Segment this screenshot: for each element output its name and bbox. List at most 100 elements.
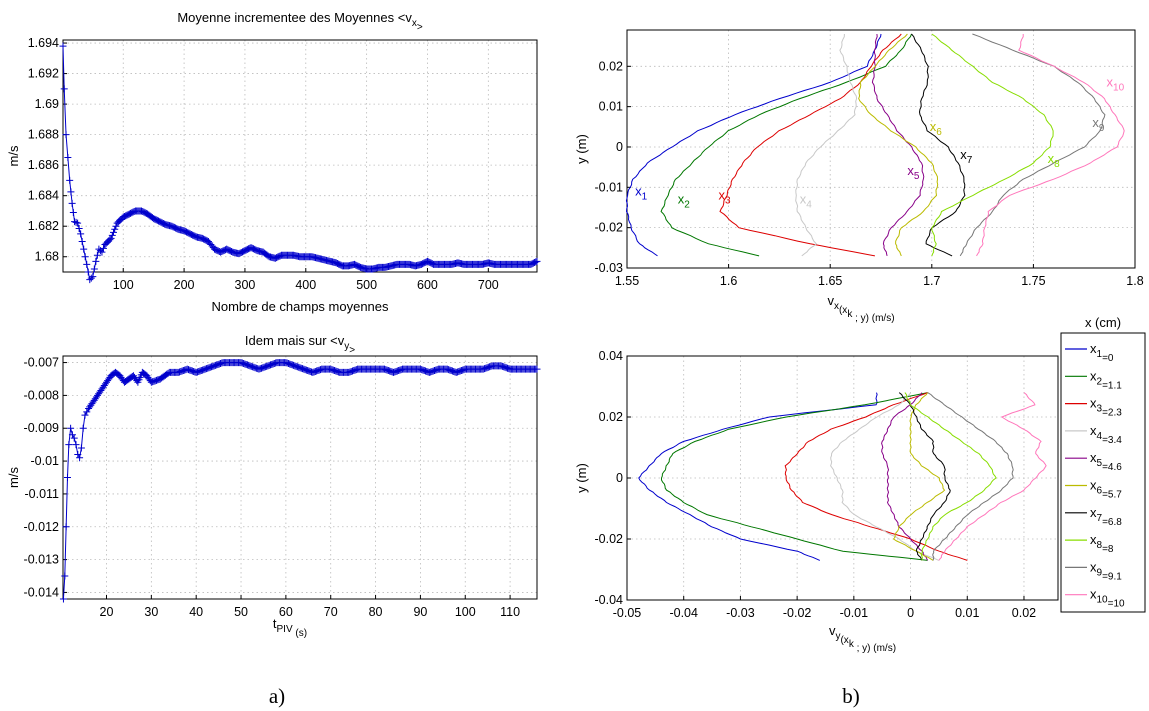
subscript: 8 bbox=[1054, 159, 1060, 170]
y-tick-label: -0.01 bbox=[31, 454, 60, 468]
x-tick-label: 100 bbox=[113, 278, 134, 292]
x-tick-label: 50 bbox=[234, 605, 248, 619]
text-part: v bbox=[827, 293, 834, 308]
x-tick-label: 300 bbox=[235, 278, 256, 292]
subscript: y bbox=[835, 631, 840, 642]
x-tick-label: 1.6 bbox=[720, 274, 737, 288]
plot-frame bbox=[62, 355, 538, 600]
text-part: Idem mais sur <v bbox=[245, 333, 345, 348]
curve-label-x3: x3 bbox=[718, 187, 731, 206]
x-tick-label: 400 bbox=[295, 278, 316, 292]
chart-title: Moyenne incrementee des Moyennes <vx> bbox=[177, 10, 423, 33]
x-tick-label: 110 bbox=[500, 605, 520, 619]
subscript: 1 bbox=[1097, 349, 1103, 360]
y-tick-label: -0.02 bbox=[595, 221, 624, 235]
y-tick-label: 1.694 bbox=[28, 36, 59, 50]
subscript: =1.1 bbox=[1102, 380, 1122, 391]
x-tick-label: 80 bbox=[369, 605, 383, 619]
legend-entry-label: x8=8 bbox=[1090, 532, 1114, 555]
profile-line-x1 bbox=[625, 33, 882, 257]
x-tick-label: 90 bbox=[413, 605, 427, 619]
subscript: 5 bbox=[1097, 458, 1103, 469]
subscript: (x bbox=[839, 305, 847, 316]
text-part: x bbox=[1090, 559, 1097, 574]
x-tick-label: 70 bbox=[324, 605, 338, 619]
curve-label-x5: x5 bbox=[907, 163, 920, 182]
subscript: PIV bbox=[277, 624, 293, 635]
x-tick-label: -0.05 bbox=[613, 606, 642, 620]
profile-line-1 bbox=[638, 392, 878, 561]
subscript: =0 bbox=[1102, 353, 1114, 364]
profile-line-8 bbox=[904, 392, 997, 561]
y-tick-label: -0.008 bbox=[24, 388, 59, 402]
subscript: 7 bbox=[967, 155, 973, 166]
x-tick-label: 0.01 bbox=[955, 606, 979, 620]
legend-entry-label: x5=4.6 bbox=[1090, 450, 1122, 473]
plot-area bbox=[63, 356, 537, 599]
plot-area bbox=[627, 356, 1058, 600]
profile-line-6 bbox=[892, 392, 946, 561]
x-tick-label: 0 bbox=[907, 606, 914, 620]
caption-b: b) bbox=[842, 684, 860, 708]
subscript: ; y) (m/s) bbox=[854, 643, 896, 654]
series-markers bbox=[59, 359, 541, 603]
x-tick-label: 200 bbox=[174, 278, 195, 292]
profile-line-x6 bbox=[858, 33, 939, 257]
y-axis-label: y (m) bbox=[574, 134, 589, 164]
subscript: 2 bbox=[1097, 376, 1103, 387]
y-tick-label: 0.01 bbox=[599, 100, 623, 114]
x-tick-label: 600 bbox=[417, 278, 438, 292]
profile-line-x10 bbox=[976, 34, 1125, 257]
text-part: x bbox=[1048, 151, 1055, 166]
x-axis-label: vy(xk ; y) (m/s) bbox=[829, 623, 896, 654]
x-tick-label: 100 bbox=[455, 605, 476, 619]
subscript: x bbox=[834, 301, 839, 312]
profile-line-x4 bbox=[795, 33, 858, 257]
y-tick-label: 1.686 bbox=[28, 158, 59, 172]
subscript: 1 bbox=[642, 191, 648, 202]
y-tick-label: 0.02 bbox=[599, 410, 623, 424]
subscript: 10 bbox=[1113, 82, 1125, 93]
text-part: x bbox=[1090, 478, 1097, 493]
legend-entry-label: x9=9.1 bbox=[1090, 559, 1122, 582]
subscript: =4.6 bbox=[1102, 462, 1122, 473]
legend-entry-label: x4=3.4 bbox=[1090, 423, 1122, 446]
subscript: =6.8 bbox=[1102, 517, 1122, 528]
profile-line-2 bbox=[661, 392, 928, 561]
text-part: x bbox=[718, 187, 725, 202]
plot-area bbox=[63, 40, 537, 272]
y-tick-label: -0.011 bbox=[24, 487, 59, 501]
profile-line-x3 bbox=[719, 33, 902, 257]
y-axis-label: y (m) bbox=[574, 463, 589, 493]
text-part: x bbox=[960, 147, 967, 162]
text-part: x bbox=[635, 183, 642, 198]
y-tick-label: 0 bbox=[616, 140, 623, 154]
text-part: x bbox=[1107, 74, 1114, 89]
x-tick-label: 700 bbox=[478, 278, 499, 292]
y-tick-label: -0.013 bbox=[24, 553, 59, 567]
profile-line-9 bbox=[927, 392, 1014, 561]
x-tick-label: 0.02 bbox=[1012, 606, 1036, 620]
text-part: x bbox=[1090, 341, 1097, 356]
subscript: > bbox=[349, 345, 355, 356]
subscript: k bbox=[847, 309, 853, 320]
x-tick-label: 1.65 bbox=[818, 274, 842, 288]
plot-frame bbox=[626, 355, 1059, 601]
subscript: =8 bbox=[1102, 544, 1114, 555]
y-tick-label: 0 bbox=[616, 471, 623, 485]
legend-box bbox=[1060, 332, 1146, 613]
curve-label-x10: x10 bbox=[1107, 74, 1125, 93]
subscript: 4 bbox=[806, 199, 812, 210]
y-tick-label: -0.012 bbox=[24, 520, 59, 534]
x-tick-label: 1.75 bbox=[1021, 274, 1045, 288]
text-part: x bbox=[1090, 505, 1097, 520]
legend-entry-label: x10=10 bbox=[1090, 587, 1125, 610]
caption-a: a) bbox=[269, 684, 285, 708]
x-axis-label: vx(xk ; y) (m/s) bbox=[827, 293, 894, 324]
x-tick-label: 60 bbox=[279, 605, 293, 619]
y-tick-label: 1.69 bbox=[35, 97, 59, 111]
subscript: ; y) (m/s) bbox=[852, 313, 894, 324]
subscript: (s) bbox=[293, 628, 307, 639]
x-tick-label: 1.8 bbox=[1126, 274, 1143, 288]
chart-vx-running-mean: 100 200 300 400 500 600 700 1.68 1.682 1.684 1.686… bbox=[6, 10, 541, 314]
